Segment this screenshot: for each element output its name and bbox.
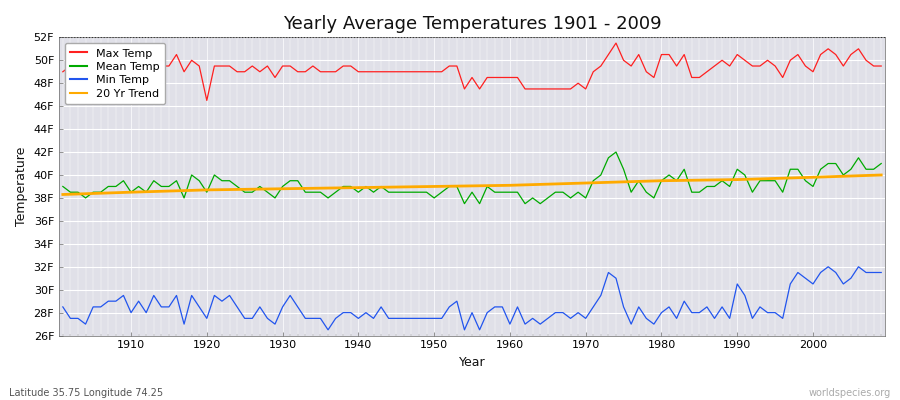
Title: Yearly Average Temperatures 1901 - 2009: Yearly Average Temperatures 1901 - 2009: [283, 15, 662, 33]
Text: Latitude 35.75 Longitude 74.25: Latitude 35.75 Longitude 74.25: [9, 388, 163, 398]
Y-axis label: Temperature: Temperature: [15, 147, 28, 226]
X-axis label: Year: Year: [459, 356, 485, 369]
Text: worldspecies.org: worldspecies.org: [809, 388, 891, 398]
Legend: Max Temp, Mean Temp, Min Temp, 20 Yr Trend: Max Temp, Mean Temp, Min Temp, 20 Yr Tre…: [65, 43, 165, 104]
